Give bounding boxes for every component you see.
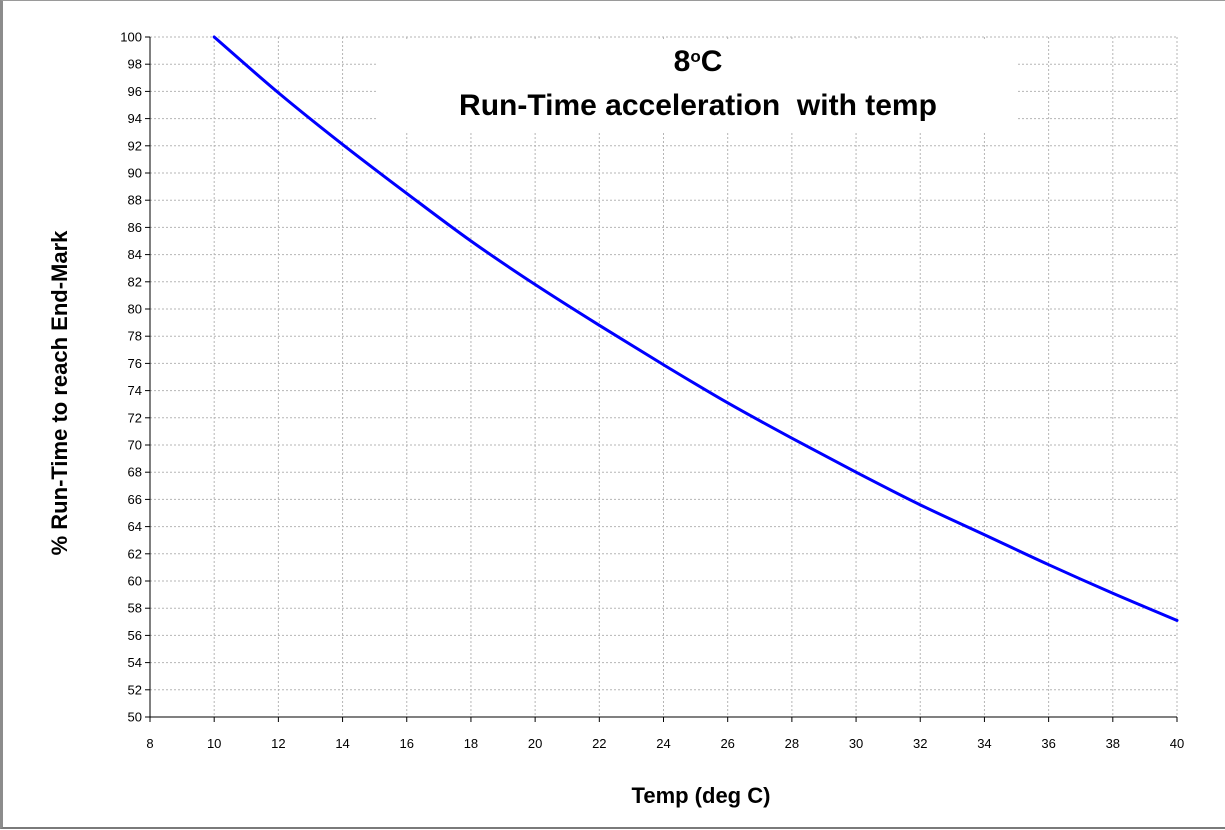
y-tick-label: 64 [128, 519, 142, 534]
chart-subtitle: Run-Time acceleration with temp [459, 89, 937, 122]
y-tick-label: 82 [128, 274, 142, 289]
y-tick-label: 70 [128, 438, 142, 453]
grid-layer [150, 36, 1178, 717]
x-tick-label: 10 [207, 736, 221, 751]
x-tick-label: 36 [1041, 736, 1055, 751]
y-tick-label: 58 [128, 601, 142, 616]
y-tick-label: 84 [128, 247, 142, 262]
label-layer: 8 10 12 14 16 18 20 22 24 26 28 30 32 34 36 38 40 50 52 54 5… [120, 30, 1184, 752]
y-tick-label: 74 [128, 383, 142, 398]
line-chart: 8 10 12 14 16 18 20 22 24 26 28 30 32 34 36 38 40 50 52 54 5… [47, 30, 1184, 809]
y-tick-label: 92 [128, 138, 142, 153]
x-tick-label: 8 [146, 736, 153, 751]
axis-layer [145, 36, 1178, 722]
y-axis-title: % Run-Time to reach End-Mark [47, 230, 72, 556]
x-tick-label: 24 [656, 736, 670, 751]
x-axis-title: Temp (deg C) [632, 783, 771, 808]
x-tick-label: 12 [271, 736, 285, 751]
y-tick-label: 72 [128, 410, 142, 425]
y-tick-label: 76 [128, 356, 142, 371]
y-tick-label: 98 [128, 57, 142, 72]
y-tick-label: 90 [128, 166, 142, 181]
chart-title: 8oC [674, 45, 723, 78]
x-tick-label: 38 [1106, 736, 1120, 751]
x-tick-label: 26 [720, 736, 734, 751]
y-tick-label: 52 [128, 682, 142, 697]
title-background [378, 39, 1018, 131]
series-layer [212, 35, 1179, 622]
y-tick-label: 78 [128, 329, 142, 344]
y-tick-label: 62 [128, 546, 142, 561]
x-tick-label: 16 [400, 736, 414, 751]
y-tick-label: 100 [120, 30, 142, 45]
x-tick-label: 32 [913, 736, 927, 751]
x-tick-label: 20 [528, 736, 542, 751]
x-tick-label: 30 [849, 736, 863, 751]
series-line [212, 35, 1179, 622]
y-tick-label: 68 [128, 465, 142, 480]
y-tick-label: 96 [128, 84, 142, 99]
y-tick-label: 86 [128, 220, 142, 235]
x-tick-label: 28 [785, 736, 799, 751]
y-tick-label: 88 [128, 193, 142, 208]
x-tick-label: 34 [977, 736, 991, 751]
y-tick-label: 66 [128, 492, 142, 507]
y-tick-label: 60 [128, 574, 142, 589]
y-tick-label: 94 [128, 111, 142, 126]
x-tick-label: 18 [464, 736, 478, 751]
y-tick-label: 54 [128, 655, 142, 670]
y-tick-label: 50 [128, 710, 142, 725]
x-tick-label: 22 [592, 736, 606, 751]
x-tick-label: 14 [335, 736, 349, 751]
x-tick-label: 40 [1170, 736, 1184, 751]
y-tick-label: 56 [128, 628, 142, 643]
y-tick-label: 80 [128, 302, 142, 317]
